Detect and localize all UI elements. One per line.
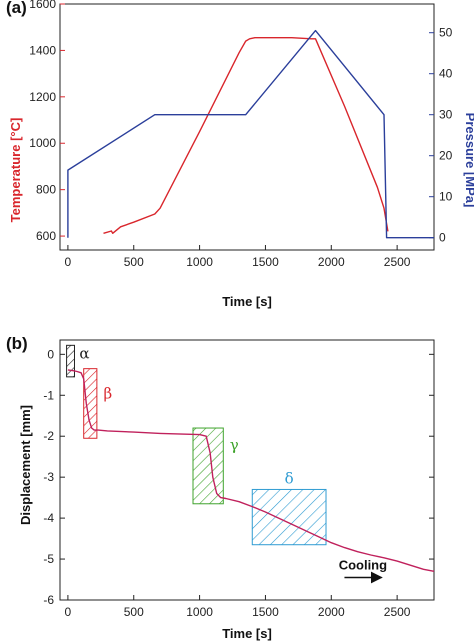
panel-a-left-tick-label: 1400 — [29, 43, 56, 57]
region-alpha-box — [66, 344, 75, 378]
panel-a-right-axis-title: Pressure [MPa] — [463, 113, 474, 208]
panel-b-y-tick-label: -5 — [43, 552, 54, 566]
panel-a-pressure-line — [67, 29, 434, 239]
panel-a-x-tick-label: 1500 — [252, 255, 279, 269]
panel-b-y-tick-label: -1 — [43, 388, 54, 402]
panel-a-left-tick-label: 600 — [36, 229, 56, 243]
panel-b-displacement-line — [67, 369, 435, 572]
region-beta-box — [83, 368, 98, 439]
panel-a-x-tick-label: 0 — [65, 255, 72, 269]
panel-a-right-tick-label: 50 — [439, 26, 453, 40]
panel-b-y-tick-label: -3 — [43, 470, 54, 484]
panel-b-y-tick-label: -4 — [43, 511, 54, 525]
panel-a-right-tick-label: 10 — [439, 190, 453, 204]
cooling-label: Cooling — [339, 557, 387, 572]
panel-a-left-axis-title: Temperature [°C] — [8, 118, 23, 223]
region-delta-box — [251, 488, 327, 546]
panel-b-x-tick-label: 1000 — [186, 605, 213, 619]
panel-b-plot-area — [59, 339, 435, 601]
panel-b-x-tick-label: 1500 — [252, 605, 279, 619]
panel-a-series — [67, 29, 434, 239]
panel-a-plot-area — [59, 3, 435, 251]
panel-a-label: (a) — [6, 0, 27, 17]
panel-a-left-tick-label: 1600 — [29, 0, 56, 11]
panel-a-x-tick-label: 2500 — [384, 255, 411, 269]
panel-b: (b) α β γ δ 0 500 1000 1500 2000 2500 0 -1 -2 -3 -4 -5… — [6, 334, 435, 641]
panel-b-y-axis-title: Displacement [mm] — [18, 405, 33, 525]
panel-a-left-tick-label: 1000 — [29, 136, 56, 150]
panel-b-y-tick-label: 0 — [47, 347, 54, 361]
panel-a-x-tick-label: 1000 — [186, 255, 213, 269]
panel-a: (a) 0 500 1000 1500 2000 25006008001000120014… — [6, 0, 474, 309]
panel-b-annotation: Cooling — [339, 557, 387, 584]
panel-b-x-tick-label: 0 — [65, 605, 72, 619]
region-gamma-label: γ — [230, 436, 239, 454]
region-gamma-box — [192, 427, 224, 505]
panel-a-right-tick-label: 0 — [439, 231, 446, 245]
panel-a-x-tick-label: 2000 — [318, 255, 345, 269]
panel-a-left-tick-label: 800 — [36, 183, 56, 197]
panel-b-y-tick-label: -2 — [43, 429, 54, 443]
panel-a-x-axis-title: Time [s] — [222, 294, 272, 309]
panel-a-right-tick-label: 20 — [439, 149, 453, 163]
panel-a-temperature-line — [103, 37, 389, 235]
panel-b-x-tick-label: 2500 — [384, 605, 411, 619]
panel-a-left-tick-label: 1200 — [29, 90, 56, 104]
panel-b-ticks: 0 500 1000 1500 2000 2500 0 -1 -2 -3 -4 -5 -6 — [43, 347, 434, 619]
panel-b-y-tick-label: -6 — [43, 593, 54, 607]
region-delta-label: δ — [285, 469, 294, 487]
region-beta-label: β — [104, 385, 113, 403]
panel-a-x-tick-label: 500 — [124, 255, 144, 269]
panel-b-regions: α β γ δ — [66, 344, 327, 546]
panel-b-x-tick-label: 500 — [124, 605, 144, 619]
panel-a-right-tick-label: 30 — [439, 108, 453, 122]
panel-a-ticks: 0 500 1000 1500 2000 250060080010001200140016… — [29, 0, 452, 269]
panel-b-x-tick-label: 2000 — [318, 605, 345, 619]
panel-b-x-axis-title: Time [s] — [222, 626, 272, 641]
panel-a-right-tick-label: 40 — [439, 67, 453, 81]
region-alpha-label: α — [79, 344, 89, 362]
panel-b-label: (b) — [6, 334, 28, 353]
panel-b-series — [67, 369, 435, 572]
